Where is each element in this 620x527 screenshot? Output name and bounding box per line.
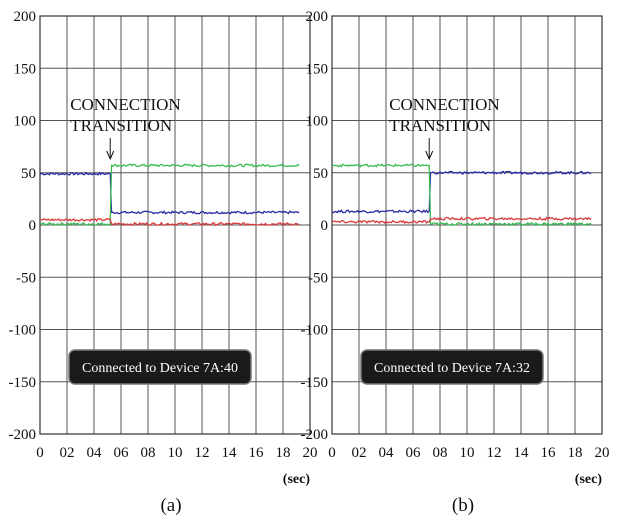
y-tick-label: 150 — [306, 61, 329, 77]
x-tick-label: 10 — [460, 445, 475, 461]
y-tick-label: 200 — [306, 9, 329, 25]
x-tick-label: 10 — [168, 445, 183, 461]
annotation-line-2: TRANSITION — [70, 116, 172, 135]
y-tick-label: 50 — [313, 166, 328, 182]
plot-frame — [39, 15, 311, 435]
x-tick-label: 0 — [328, 445, 336, 461]
status-badge-box — [360, 349, 544, 385]
x-axis-unit: (sec) — [575, 472, 603, 487]
x-tick-label: 16 — [541, 445, 557, 461]
x-tick-label: 04 — [87, 445, 103, 461]
series-line-2 — [39, 163, 300, 227]
x-tick-label: 0 — [36, 445, 44, 461]
y-tick-label: -50 — [308, 270, 328, 286]
x-tick-label: 20 — [595, 445, 610, 461]
x-tick-label: 02 — [352, 445, 367, 461]
series-line-3 — [331, 216, 592, 225]
x-tick-label: 06 — [406, 445, 422, 461]
x-tick-label: 02 — [60, 445, 75, 461]
annotation-arrow-head — [425, 150, 434, 161]
y-tick-label: -150 — [9, 375, 37, 391]
y-tick-label: 100 — [14, 114, 37, 130]
y-tick-label: -200 — [301, 427, 329, 443]
x-tick-label: 08 — [141, 445, 156, 461]
y-tick-label: 200 — [14, 9, 37, 25]
y-tick-label: -50 — [16, 270, 36, 286]
x-tick-label: 06 — [114, 445, 130, 461]
y-tick-label: 100 — [306, 114, 329, 130]
series-line-3 — [39, 217, 300, 227]
x-tick-label: 12 — [195, 445, 210, 461]
annotation-arrow-head — [106, 150, 115, 161]
y-tick-label: -100 — [9, 323, 37, 339]
y-tick-label: 0 — [29, 218, 37, 234]
y-tick-label: 50 — [21, 166, 36, 182]
status-badge-box — [68, 349, 252, 385]
x-tick-label: 18 — [276, 445, 291, 461]
x-tick-label: 12 — [487, 445, 502, 461]
panel-caption: (b) — [452, 495, 474, 516]
x-tick-label: 18 — [568, 445, 583, 461]
y-tick-label: 150 — [14, 61, 37, 77]
series-line-2 — [331, 163, 592, 227]
x-axis-unit: (sec) — [283, 472, 311, 487]
status-badge-label: Connected to Device 7A:32 — [374, 361, 530, 376]
x-tick-label: 14 — [514, 445, 530, 461]
annotation-line-1: CONNECTION — [70, 95, 181, 114]
x-tick-label: 14 — [222, 445, 238, 461]
x-tick-label: 08 — [433, 445, 448, 461]
y-tick-label: -150 — [301, 375, 329, 391]
annotation-line-1: CONNECTION — [389, 95, 500, 114]
y-tick-label: -100 — [301, 323, 329, 339]
status-badge-label: Connected to Device 7A:40 — [82, 361, 238, 376]
x-tick-label: 04 — [379, 445, 395, 461]
plot-frame — [331, 15, 603, 435]
x-tick-label: 16 — [249, 445, 265, 461]
annotation-line-2: TRANSITION — [389, 116, 491, 135]
series-line-1 — [331, 170, 592, 214]
x-tick-label: 20 — [303, 445, 318, 461]
series-line-1 — [39, 171, 300, 215]
panel-caption: (a) — [160, 495, 181, 516]
chart-panel-b: 200 150 100 50 0 -50 -100 -150 -200 0 02 04 06 08 10 12… — [301, 9, 610, 516]
y-tick-label: 0 — [321, 218, 329, 234]
y-tick-label: -200 — [9, 427, 37, 443]
chart-panel-a: 200 150 100 50 0 -50 -100 -150 -200 0 02 04 06 08 10 12… — [9, 9, 318, 516]
